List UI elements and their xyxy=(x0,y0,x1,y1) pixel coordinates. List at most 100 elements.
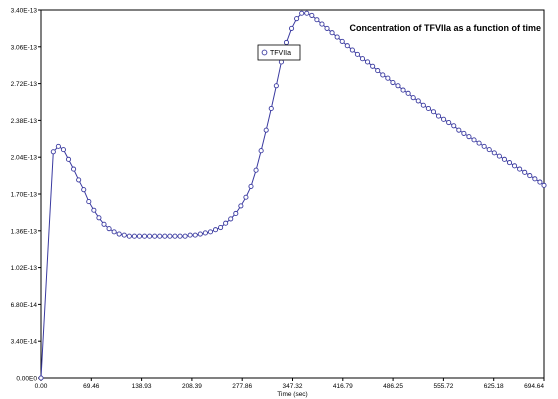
x-tick-label: 416.79 xyxy=(333,383,353,390)
x-tick-label: 347.32 xyxy=(283,383,303,390)
data-point xyxy=(370,63,376,69)
data-point xyxy=(314,17,320,23)
data-point xyxy=(243,194,249,200)
data-point xyxy=(324,25,330,31)
data-point xyxy=(365,59,371,65)
y-tick-label: 2.04E-13 xyxy=(11,155,38,162)
data-point xyxy=(375,68,381,74)
data-point xyxy=(172,233,178,239)
data-point xyxy=(218,224,224,231)
x-tick-label: 138.93 xyxy=(132,383,152,390)
x-tick-label: 69.46 xyxy=(83,383,100,390)
data-point xyxy=(187,232,193,238)
y-tick-label: 1.70E-13 xyxy=(11,192,38,199)
data-point xyxy=(182,233,188,239)
y-tick-label: 3.06E-13 xyxy=(11,44,38,51)
data-point xyxy=(131,233,137,239)
data-point xyxy=(476,140,482,146)
data-point xyxy=(233,210,239,217)
data-point xyxy=(101,221,107,227)
data-point xyxy=(55,143,61,149)
data-point xyxy=(435,113,442,119)
data-point xyxy=(126,233,132,239)
data-point xyxy=(202,230,208,236)
data-point xyxy=(506,160,513,166)
data-point xyxy=(385,75,391,81)
data-point xyxy=(329,30,335,36)
data-point xyxy=(410,95,416,101)
x-tick-label: 208.39 xyxy=(182,383,202,390)
y-tick-label: 0.00E0 xyxy=(16,376,37,383)
data-point xyxy=(258,148,264,154)
data-point xyxy=(141,233,148,239)
data-point xyxy=(81,187,87,193)
chart-title: Concentration of TFVIIa as a function of… xyxy=(349,23,541,33)
data-point xyxy=(207,229,213,235)
data-point xyxy=(136,233,143,239)
data-point xyxy=(278,59,284,65)
data-point xyxy=(253,167,259,173)
data-point xyxy=(121,232,127,238)
data-point xyxy=(451,123,457,129)
y-tick-label: 2.38E-13 xyxy=(11,118,38,125)
data-point xyxy=(486,147,492,153)
data-point xyxy=(456,127,462,133)
data-point xyxy=(65,156,72,162)
y-tick-label: 3.40E-14 xyxy=(11,339,38,346)
y-tick-label: 2.72E-13 xyxy=(11,81,38,88)
data-point xyxy=(162,233,168,239)
data-point xyxy=(228,216,234,222)
x-axis-ticks: 0.00 69.46 138.93 208.39 277.86 347.32 416.79 4… xyxy=(35,378,545,390)
data-point xyxy=(71,166,77,172)
data-point xyxy=(157,233,163,239)
data-point xyxy=(380,72,386,78)
data-point xyxy=(106,226,112,232)
data-point xyxy=(248,183,254,189)
data-point xyxy=(395,83,401,89)
data-point xyxy=(86,199,92,205)
data-point xyxy=(60,147,67,153)
data-point xyxy=(339,38,345,44)
x-tick-label: 277.86 xyxy=(232,383,252,390)
data-point xyxy=(111,229,117,235)
legend: TFVIIa xyxy=(257,44,301,61)
y-tick-label: 1.36E-13 xyxy=(11,228,38,235)
x-tick-label: 625.18 xyxy=(484,383,504,390)
data-point xyxy=(527,173,533,179)
data-point xyxy=(415,98,421,104)
data-point xyxy=(177,233,183,239)
data-point xyxy=(430,109,437,115)
y-tick-label: 6.80E-14 xyxy=(11,302,38,309)
data-point xyxy=(116,231,122,237)
data-point xyxy=(491,150,497,156)
data-point xyxy=(299,10,305,16)
data-point xyxy=(309,12,315,18)
data-point xyxy=(268,105,274,112)
x-tick-label: 694.64 xyxy=(524,383,544,390)
data-point xyxy=(461,130,467,136)
data-point xyxy=(354,51,360,57)
x-tick-label: 486.25 xyxy=(383,383,403,390)
series-markers xyxy=(38,10,547,381)
data-point xyxy=(38,375,44,381)
y-tick-label: 1.02E-13 xyxy=(11,265,38,272)
data-point xyxy=(263,127,269,133)
data-point xyxy=(319,21,325,27)
x-tick-label: 555.72 xyxy=(433,383,453,390)
plot-area xyxy=(40,9,545,379)
data-point xyxy=(517,166,523,172)
data-point xyxy=(50,149,56,155)
legend-box xyxy=(257,44,301,61)
data-point xyxy=(541,182,547,188)
data-point xyxy=(359,56,366,62)
data-point xyxy=(192,232,198,238)
data-point xyxy=(446,120,452,126)
data-point xyxy=(522,169,528,175)
y-axis-ticks: 0.00E0 3.40E-14 6.80E-14 1.02E-13 1.36E-13 1.… xyxy=(11,8,41,383)
data-point xyxy=(405,90,411,96)
data-point xyxy=(344,43,350,49)
data-point xyxy=(212,227,219,233)
data-point xyxy=(304,10,310,16)
legend-marker-icon xyxy=(261,49,268,56)
